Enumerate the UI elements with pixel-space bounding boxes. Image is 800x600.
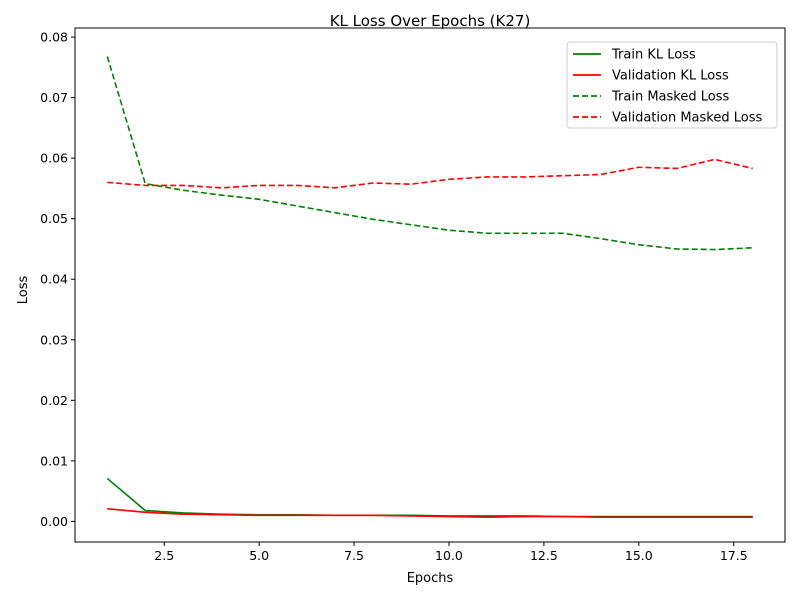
y-tick-label: 0.07 xyxy=(40,90,68,105)
legend-label: Train Masked Loss xyxy=(611,90,729,105)
legend-label: Train KL Loss xyxy=(611,48,696,63)
y-tick-label: 0.04 xyxy=(40,272,68,287)
y-tick-label: 0.02 xyxy=(40,393,68,408)
x-tick-label: 15.0 xyxy=(625,548,653,563)
x-tick-label: 12.5 xyxy=(530,548,558,563)
y-tick-label: 0.00 xyxy=(40,514,68,529)
x-tick-label: 5.0 xyxy=(249,548,269,563)
y-tick-label: 0.06 xyxy=(40,151,68,166)
x-tick-label: 17.5 xyxy=(720,548,748,563)
series-line-3 xyxy=(107,158,753,189)
series-line-1 xyxy=(107,507,753,518)
y-tick-label: 0.03 xyxy=(40,332,68,347)
x-tick-label: 2.5 xyxy=(154,548,174,563)
plot-area xyxy=(74,27,786,543)
legend-box xyxy=(566,41,778,129)
series-lines xyxy=(106,56,753,518)
x-tick-label: 7.5 xyxy=(344,548,364,563)
y-axis-label: Loss xyxy=(16,276,31,305)
legend: Train KL Loss Validation KL Loss Train Mas… xyxy=(566,41,778,129)
legend-label: Validation KL Loss xyxy=(612,69,729,84)
x-tick-label: 10.0 xyxy=(435,548,463,563)
series-line-2 xyxy=(106,56,753,251)
series-line-0 xyxy=(106,477,753,518)
y-tick-label: 0.05 xyxy=(40,211,68,226)
chart-title: KL Loss Over Epochs (K27) xyxy=(330,12,531,30)
x-axis-label: Epochs xyxy=(407,571,454,586)
y-axis: 0.00 0.01 0.02 0.03 0.04 0.05 0.06 0.07 0.08 xyxy=(40,30,75,529)
y-tick-label: 0.08 xyxy=(40,30,68,45)
y-tick-label: 0.01 xyxy=(40,453,68,468)
legend-label: Validation Masked Loss xyxy=(612,111,762,126)
x-axis: 2.5 5.0 7.5 10.0 12.5 15.0 17.5 xyxy=(154,542,748,563)
